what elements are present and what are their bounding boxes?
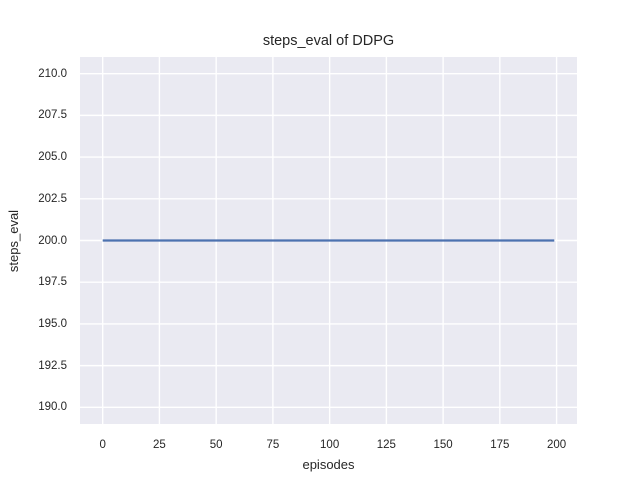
x-tick-label: 0: [99, 439, 106, 451]
y-tick-label: 190.0: [38, 401, 67, 414]
x-tick-label: 25: [153, 439, 166, 451]
x-tick-label: 75: [266, 439, 280, 451]
y-tick-label: 192.5: [38, 359, 67, 372]
chart-title: steps_eval of DDPG: [262, 33, 395, 49]
x-tick-label: 100: [320, 439, 340, 451]
plot-canvas: [80, 57, 577, 424]
y-tick-label: 195.0: [38, 317, 67, 330]
y-tick-label: 210.0: [38, 67, 67, 80]
y-tick-label: 205.0: [38, 151, 67, 164]
plot-area: [80, 57, 577, 424]
y-tick-label: 207.5: [38, 109, 67, 122]
y-tick-label: 200.0: [38, 234, 67, 247]
x-tick-label: 200: [546, 439, 567, 451]
y-tick-label: 202.5: [38, 192, 67, 205]
y-tick-label: 197.5: [38, 276, 67, 289]
x-tick-label: 150: [433, 439, 453, 451]
x-tick-label: 175: [490, 439, 510, 451]
x-axis-label: episodes: [302, 457, 355, 472]
x-tick-label: 125: [376, 439, 396, 451]
x-tick-label: 50: [209, 439, 223, 451]
